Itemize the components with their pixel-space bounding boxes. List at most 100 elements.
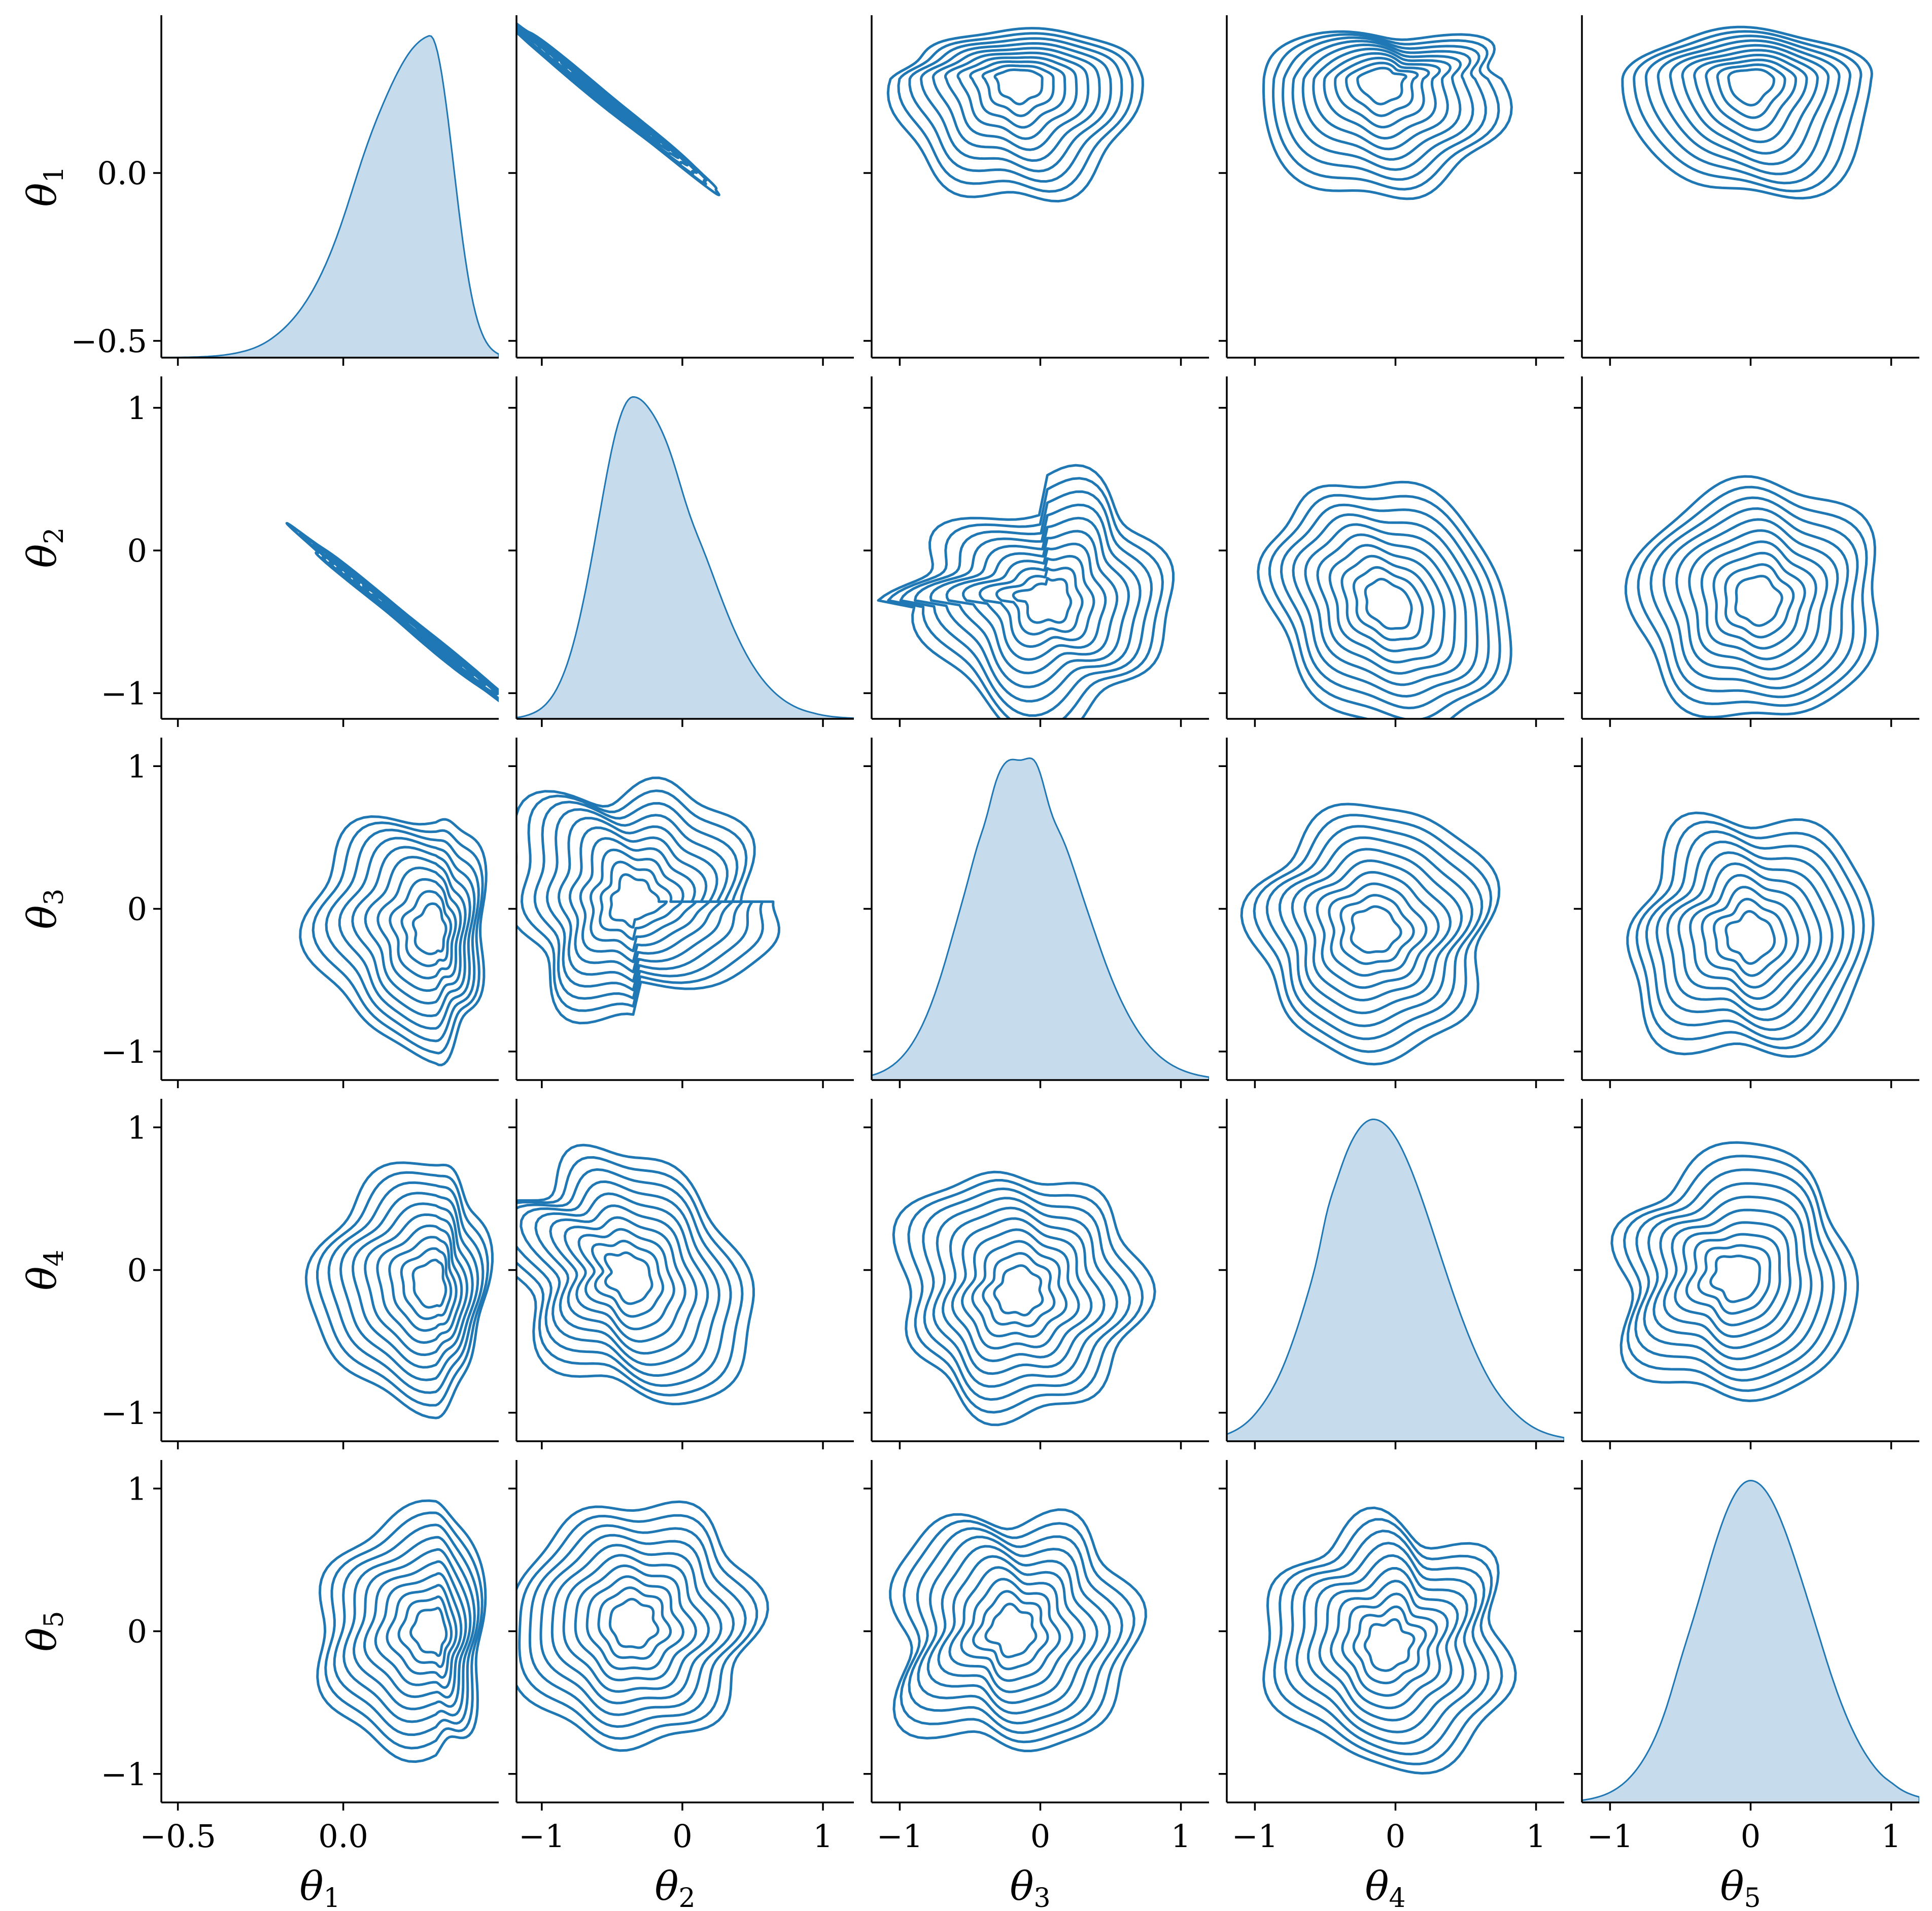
y-axis-label-theta_1: θ1 bbox=[20, 166, 70, 206]
contour-level-5 bbox=[353, 1548, 472, 1711]
contour-level-8 bbox=[386, 1584, 458, 1679]
contour-level-1 bbox=[1262, 30, 1513, 200]
y-axis-labels: θ1 θ2 θ3 θ4 θ5 bbox=[20, 166, 70, 1651]
contour-level-1 bbox=[316, 1499, 487, 1763]
contour-level-8 bbox=[1341, 1592, 1438, 1697]
x-tick-label: −1 bbox=[519, 1818, 565, 1855]
contour-level-4 bbox=[1279, 836, 1473, 1027]
panel-theta_2-vs-theta_3 bbox=[864, 376, 1209, 727]
contour-level-7 bbox=[1328, 544, 1446, 664]
contour-level-7 bbox=[962, 542, 1107, 661]
contour-level-8 bbox=[1701, 886, 1799, 989]
contour-level-5 bbox=[1652, 1195, 1813, 1361]
y-tick-label: 0 bbox=[127, 1252, 147, 1289]
contour-level-9 bbox=[1716, 63, 1786, 119]
contour-level-3 bbox=[908, 37, 1123, 183]
contour-level-5 bbox=[1669, 44, 1830, 165]
contour-level-10 bbox=[409, 1607, 448, 1657]
panel-theta_5-vs-theta_2: −1 0 1 bbox=[508, 1460, 854, 1855]
y-axis-label-theta_2: θ2 bbox=[20, 527, 70, 568]
contour-level-6 bbox=[364, 1213, 469, 1357]
panel-theta_3-vs-theta_5 bbox=[1574, 738, 1919, 1088]
x-tick-label: 1 bbox=[1526, 1818, 1546, 1855]
panel-theta_5-vs-theta_5: −1 0 1 bbox=[1574, 1460, 1919, 1855]
contour-level-9 bbox=[400, 1247, 453, 1321]
panel-theta_1-vs-theta_4 bbox=[1219, 15, 1564, 366]
contour-level-8 bbox=[389, 878, 457, 980]
panel-theta_1-vs-theta_3 bbox=[864, 15, 1209, 366]
contour-level-5 bbox=[1675, 518, 1839, 680]
contour-level-2 bbox=[316, 1171, 489, 1407]
kde-curve-theta_1 bbox=[161, 34, 499, 358]
contour-level-8 bbox=[585, 1575, 684, 1671]
contour-level-8 bbox=[577, 1228, 675, 1331]
x-axis-label-theta_3: θ3 bbox=[1010, 1864, 1050, 1911]
y-tick-label: −1 bbox=[101, 1033, 147, 1070]
panel-theta_5-vs-theta_1: −0.5 0.0 −1 0 1 bbox=[101, 1460, 499, 1855]
x-tick-label: 1 bbox=[813, 1818, 833, 1855]
contour-level-2 bbox=[521, 789, 764, 1012]
contour-level-3 bbox=[533, 801, 754, 1000]
contour-level-6 bbox=[945, 530, 1119, 675]
panel-theta_2-vs-theta_5 bbox=[1574, 376, 1919, 727]
contour-level-8 bbox=[1685, 1233, 1781, 1327]
contour-level-6 bbox=[1677, 862, 1822, 1011]
contour-level-6 bbox=[937, 1555, 1086, 1705]
y-tick-label: 1 bbox=[127, 1109, 147, 1146]
x-axis-label-theta_1: θ1 bbox=[299, 1864, 340, 1911]
panel-theta_5-vs-theta_3: −1 0 1 bbox=[864, 1460, 1209, 1855]
contour-level-9 bbox=[1697, 1244, 1772, 1315]
contour-level-4 bbox=[1291, 40, 1474, 171]
contour-level-5 bbox=[558, 817, 734, 983]
x-axis-label-theta_5: θ5 bbox=[1720, 1864, 1761, 1911]
contour-level-2 bbox=[1253, 814, 1493, 1053]
contour-level-1 bbox=[516, 1143, 755, 1406]
contour-level-6 bbox=[562, 1554, 710, 1693]
contour-level-3 bbox=[1634, 1168, 1835, 1382]
contour-level-9 bbox=[1724, 563, 1795, 639]
contour-level-7 bbox=[961, 1228, 1080, 1350]
contour-level-7 bbox=[1700, 540, 1817, 661]
contour-level-4 bbox=[338, 837, 476, 1030]
contour-level-3 bbox=[908, 1527, 1123, 1734]
contour-level-2 bbox=[1635, 820, 1865, 1050]
contour-level-7 bbox=[579, 837, 711, 963]
contour-level-6 bbox=[951, 1217, 1093, 1363]
contour-level-9 bbox=[1352, 1605, 1427, 1685]
contour-level-9 bbox=[599, 860, 683, 941]
contour-level-5 bbox=[550, 1544, 722, 1705]
contour-level-5 bbox=[534, 1192, 709, 1366]
contour-level-10 bbox=[1356, 66, 1407, 106]
kde-curve-theta_4 bbox=[1227, 1119, 1564, 1441]
contour-level-9 bbox=[982, 1252, 1056, 1328]
contour-level-4 bbox=[342, 1536, 476, 1723]
contour-level-10 bbox=[608, 873, 668, 929]
kde-curve-theta_2 bbox=[516, 396, 854, 719]
contour-level-1 bbox=[1262, 1506, 1517, 1775]
y-tick-label: 0 bbox=[127, 1613, 147, 1650]
contour-level-3 bbox=[1265, 825, 1484, 1040]
contour-level-9 bbox=[1352, 566, 1424, 641]
y-tick-label: 0 bbox=[127, 891, 147, 928]
contour-level-10 bbox=[1734, 575, 1783, 627]
contour-level-4 bbox=[917, 1536, 1111, 1725]
contour-level-5 bbox=[1301, 43, 1462, 161]
panel-theta_1-vs-theta_2 bbox=[508, 15, 854, 366]
contour-level-4 bbox=[1292, 513, 1479, 698]
contour-level-3 bbox=[1645, 830, 1855, 1040]
contour-level-6 bbox=[1312, 48, 1452, 151]
contour-level-9 bbox=[1712, 897, 1787, 977]
contour-level-7 bbox=[376, 866, 462, 992]
contour-level-7 bbox=[1330, 1580, 1449, 1710]
panel-theta_2-vs-theta_1: −1 0 1 bbox=[101, 376, 499, 727]
x-tick-label: −0.5 bbox=[140, 1818, 216, 1855]
panel-theta_4-vs-theta_1: −1 0 1 bbox=[101, 1099, 499, 1449]
contour-level-3 bbox=[1644, 34, 1852, 185]
contour-level-5 bbox=[1291, 848, 1463, 1015]
panel-theta_5-vs-theta_4: −1 0 1 bbox=[1219, 1460, 1564, 1855]
contour-level-6 bbox=[1303, 859, 1452, 1001]
y-axis-label-theta_4: θ4 bbox=[20, 1249, 70, 1290]
contour-level-1 bbox=[892, 1170, 1156, 1427]
y-tick-label: 0.0 bbox=[97, 155, 147, 192]
